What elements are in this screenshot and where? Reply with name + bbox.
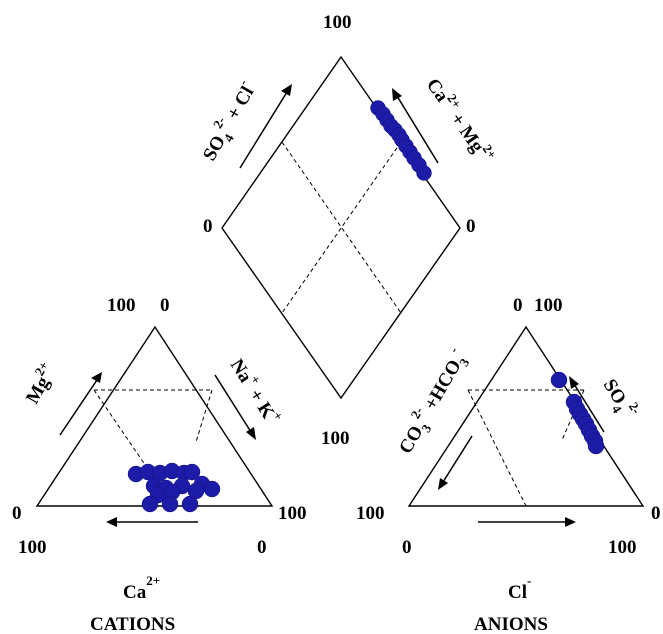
cations-grid-line <box>93 389 151 473</box>
anions-right-label: 0 <box>651 503 661 524</box>
diamond-left-axis-label: SO42- + Cl- <box>194 76 264 166</box>
anions-triangle: 0 100 100 0 0 100 SO42- CO32- +HCO3- Cl-… <box>356 295 661 634</box>
cations-top-label-left: 100 <box>107 295 136 316</box>
anions-co3-axis-label: CO32- +HCO3- <box>390 344 475 460</box>
anions-bottom-axis-label: Cl- <box>508 573 531 603</box>
cations-sample-point <box>203 480 221 498</box>
anions-sample-point <box>550 371 568 389</box>
anions-co3-axis: CO32- +HCO3- <box>390 344 475 460</box>
anions-so4-axis-label: SO42- <box>595 372 644 425</box>
diamond-top-label: 100 <box>323 12 352 33</box>
cations-right-below: 0 <box>257 537 267 558</box>
cations-title: CATIONS <box>90 614 175 634</box>
anions-top-label-right: 100 <box>534 295 563 316</box>
cations-mg-arrow <box>59 372 102 436</box>
anions-bottom-arrow <box>478 517 576 527</box>
cations-top-label-right: 0 <box>160 295 170 316</box>
anions-so4-arrow <box>569 376 605 433</box>
cations-mg-axis: Mg2+ <box>18 359 61 408</box>
anions-sample-point <box>587 437 605 455</box>
cations-bottom-arrow <box>106 517 198 527</box>
anions-top-label-left: 0 <box>513 295 523 316</box>
anions-points <box>550 371 605 455</box>
diamond-right-arrow <box>392 88 439 164</box>
cations-sample-point <box>181 495 199 513</box>
anions-grid-line <box>467 389 527 507</box>
anions-so4-axis: SO42- <box>595 372 645 425</box>
anions-left-below: 0 <box>402 537 412 558</box>
diamond-left-label: 0 <box>203 216 213 237</box>
diamond-left-arrow <box>239 84 292 169</box>
diamond-points <box>370 100 432 181</box>
cations-nak-axis: Na+ + K+ <box>226 353 287 429</box>
cations-sample-point <box>141 495 159 513</box>
cations-triangle: 100 0 0 100 100 0 Mg2+ Na+ + K+ Ca2+ CAT… <box>12 295 307 634</box>
diamond-outline <box>221 55 461 400</box>
cations-grid-line <box>195 389 213 443</box>
cations-left-below: 100 <box>18 537 47 558</box>
diamond-right-label: 0 <box>466 216 476 237</box>
diamond-right-axis: Ca2+ + Mg2+ <box>422 72 500 168</box>
cations-sample-point <box>161 495 179 513</box>
cations-mg-axis-label: Mg2+ <box>18 359 61 408</box>
cations-bottom-axis-label: Ca2+ <box>123 573 160 603</box>
anions-title: ANIONS <box>474 614 548 634</box>
diamond-sample-point <box>416 165 432 181</box>
diamond-left-axis: SO42- + Cl- <box>194 76 264 166</box>
cations-nak-axis-label: Na+ + K+ <box>226 353 287 429</box>
anions-co3-arrow <box>438 435 473 490</box>
anions-left-label: 100 <box>356 503 385 524</box>
diamond-plot: 100 0 0 100 SO42- + Cl- Ca2+ + Mg2+ <box>194 12 500 449</box>
anions-right-below: 100 <box>608 537 637 558</box>
diamond-right-axis-label: Ca2+ + Mg2+ <box>422 72 500 168</box>
cations-sample-point <box>183 463 201 481</box>
cations-nak-arrow <box>214 374 256 440</box>
cations-points <box>127 462 221 513</box>
cations-right-label: 100 <box>278 503 307 524</box>
diamond-bottom-label: 100 <box>321 428 350 449</box>
cations-left-label: 0 <box>12 503 22 524</box>
